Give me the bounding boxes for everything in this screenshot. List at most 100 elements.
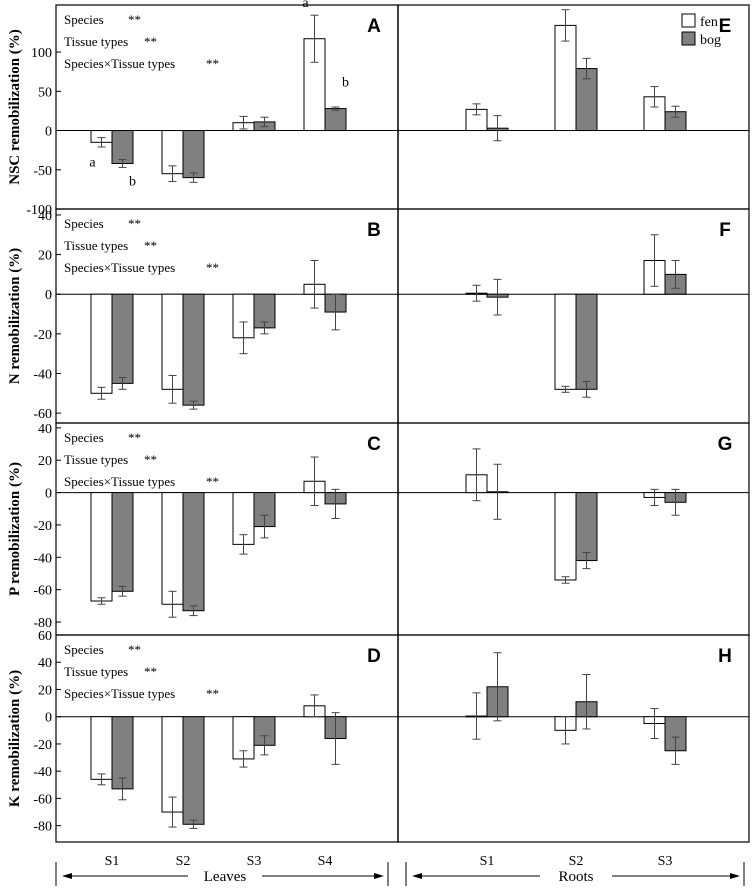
y-tick-label: -40 [33, 367, 52, 382]
y-tick-label: 40 [38, 656, 52, 671]
y-tick-label: 0 [45, 288, 52, 303]
panel-frame [397, 634, 750, 843]
panel-B: -60 -40 -20 0 20 40 N remobilization (%) B Speci… [7, 208, 399, 424]
y-tick-label: 20 [38, 454, 52, 469]
bar-bog-S2 [575, 492, 598, 562]
panel-letter: E [719, 16, 732, 37]
y-tick-label: 20 [38, 683, 52, 698]
anova-label: Species×Tissue types [64, 56, 175, 71]
anova-mark: ** [128, 430, 141, 445]
bar-fen-S2 [554, 492, 577, 581]
y-tick-label: -20 [33, 738, 52, 753]
y-tick-label: 20 [38, 249, 52, 264]
bar-fen-S1 [90, 716, 113, 780]
bar-bog-S2 [182, 130, 205, 179]
anova-mark: ** [144, 452, 157, 467]
y-tick-label: 60 [38, 629, 52, 644]
y-tick-label: 0 [45, 711, 52, 726]
panel-letter: F [719, 220, 731, 241]
y-tick-label: 40 [38, 422, 52, 437]
anova-mark: ** [206, 474, 219, 489]
group-arrows: Leaves Roots [55, 862, 745, 886]
significance-letter: a [89, 155, 96, 170]
panel-letter: G [718, 434, 733, 455]
x-tick-label-leaves: S3 [247, 854, 262, 869]
y-axis-label: N remobilization (%) [7, 248, 23, 384]
panel-letter: B [367, 220, 381, 241]
y-tick-label: -100 [26, 203, 52, 218]
x-tick-label-roots: S2 [569, 854, 584, 869]
y-tick-label: -50 [33, 164, 52, 179]
y-axis-label: NSC remobilization (%) [7, 29, 23, 185]
y-tick-label: 0 [45, 125, 52, 140]
anova-label: Tissue types [64, 34, 128, 49]
y-tick-label: -20 [33, 328, 52, 343]
bar-bog-S1 [111, 492, 134, 592]
x-group-label-leaves: Leaves [204, 869, 247, 885]
bar-fen-S1 [90, 293, 113, 394]
anova-label: Tissue types [64, 664, 128, 679]
panel-letter: A [367, 16, 381, 37]
panel-C: -80 -60 -40 -20 0 20 40 P remobilization (%) C Sp… [7, 422, 399, 636]
panel-F: F [397, 208, 750, 424]
panel-letter: H [718, 646, 732, 667]
panel-letter: D [367, 646, 381, 667]
bar-fen-S2 [554, 293, 577, 390]
y-tick-label: -60 [33, 584, 52, 599]
x-group-label-roots: Roots [558, 869, 593, 885]
panel-G: G [397, 422, 750, 636]
panel-H: H [397, 634, 750, 843]
y-tick-label: -40 [33, 765, 52, 780]
y-tick-label: 50 [38, 85, 52, 100]
x-tick-label-leaves: S4 [318, 854, 333, 869]
anova-label: Species×Tissue types [64, 260, 175, 275]
panel-A: -100 -50 0 50 100 NSC remobilization (%) Aa b a b… [7, 0, 399, 218]
significance-letter: b [129, 174, 136, 189]
anova-label: Tissue types [64, 238, 128, 253]
anova-mark: ** [206, 686, 219, 701]
anova-label: Species [64, 642, 104, 657]
anova-mark: ** [128, 642, 141, 657]
y-axis-label: K remobilization (%) [7, 670, 23, 807]
arrow-head [62, 873, 72, 879]
anova-mark: ** [128, 12, 141, 27]
arrow-head [412, 873, 422, 879]
legend-label-fen: fen [700, 15, 718, 30]
bar-bog-S4 [324, 108, 347, 132]
panel-D: -80 -60 -40 -20 0 20 40 60 K remobilization (%) D… [7, 629, 399, 843]
anova-mark: ** [206, 56, 219, 71]
anova-label: Species [64, 216, 104, 231]
legend-label-bog: bog [700, 33, 721, 48]
y-tick-label: 100 [31, 46, 52, 61]
y-axis-label: P remobilization (%) [7, 462, 23, 596]
y-tick-label: -80 [33, 820, 52, 835]
bar-bog-S2 [182, 492, 205, 612]
panel-letter: C [367, 434, 381, 455]
legend: fen bog [681, 13, 721, 48]
bar-fen-S1 [90, 492, 113, 602]
anova-label: Species [64, 12, 104, 27]
y-tick-label: -60 [33, 407, 52, 422]
significance-letter: a [302, 0, 309, 11]
bar-bog-S1 [111, 293, 134, 384]
bar-bog-S2 [182, 293, 205, 406]
anova-label: Species [64, 430, 104, 445]
x-tick-label-roots: S3 [658, 854, 673, 869]
arrow-head [730, 873, 740, 879]
anova-label: Tissue types [64, 452, 128, 467]
bar-fen-S2 [161, 492, 184, 605]
bar-bog-S1 [111, 130, 134, 164]
bar-bog-S2 [182, 716, 205, 825]
x-tick-label-leaves: S1 [105, 854, 120, 869]
y-tick-label: -80 [33, 616, 52, 631]
panel-E: E [397, 4, 750, 210]
anova-mark: ** [206, 260, 219, 275]
anova-label: Species×Tissue types [64, 686, 175, 701]
legend-swatch-fen [681, 13, 696, 28]
y-tick-label: 0 [45, 487, 52, 502]
anova-mark: ** [144, 238, 157, 253]
y-tick-label: -60 [33, 792, 52, 807]
anova-mark: ** [144, 34, 157, 49]
legend-swatch-bog [681, 31, 696, 46]
